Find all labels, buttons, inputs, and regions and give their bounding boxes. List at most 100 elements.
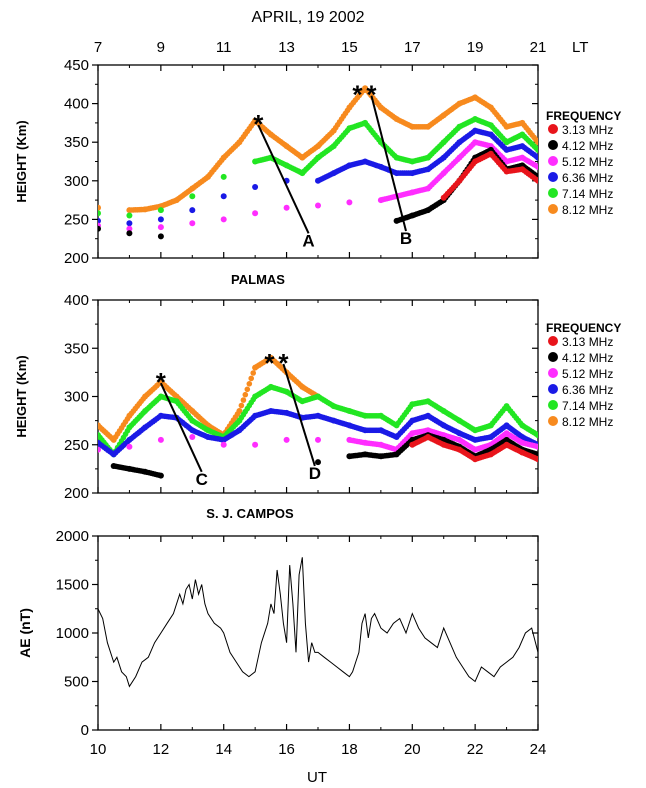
data-point (315, 459, 321, 466)
data-point (157, 207, 164, 214)
data-point (126, 220, 133, 227)
y-tick-label: 2000 (56, 528, 89, 545)
data-point (126, 212, 133, 219)
legend-marker (548, 352, 558, 362)
y-tick-label: 500 (64, 674, 89, 691)
data-point (157, 224, 164, 231)
legend-marker (548, 172, 558, 182)
data-point (98, 446, 101, 453)
y-tick-label: 0 (81, 722, 89, 739)
legend-entry: 5.12 MHz (562, 155, 613, 169)
y-tick-label: 1000 (56, 625, 89, 642)
data-point (157, 436, 164, 443)
data-point (535, 154, 538, 161)
x-axis-label: UT (307, 769, 327, 786)
y-axis-label: HEIGHT (Km) (14, 355, 29, 437)
trace-dot (248, 375, 254, 382)
y-axis-label: AE (nT) (17, 608, 33, 658)
bottom-tick-label: 24 (530, 741, 547, 758)
trace-dot (242, 391, 249, 398)
legend-marker (548, 416, 558, 426)
data-point (189, 220, 196, 227)
frequency-traces (98, 354, 538, 479)
ae-index-panel: 0 500 1000 1500 2000 AE (nT) 10 12 14 16 18 20 22 24 (17, 528, 546, 758)
legend-entry: 5.12 MHz (562, 367, 613, 381)
legend-entry: 3.13 MHz (562, 335, 613, 349)
legend-marker (548, 204, 558, 214)
annotation-label-d: D (309, 464, 321, 483)
y-axis-label: HEIGHT (Km) (14, 120, 29, 202)
data-point (252, 441, 259, 448)
trace-dot (240, 397, 247, 403)
data-point (252, 210, 259, 217)
data-point (535, 139, 538, 146)
top-tick-label: 15 (341, 39, 358, 56)
trace-dot (250, 370, 256, 376)
top-lt-axis: 7 9 11 13 15 17 19 21 (94, 39, 547, 56)
star-marker: * (156, 367, 167, 397)
data-point (220, 173, 227, 180)
data-point (315, 202, 321, 209)
top-tick-label: 7 (94, 39, 102, 56)
trace-dot (238, 402, 245, 409)
trend-line-d (282, 363, 316, 467)
y-tick-label: 200 (64, 485, 89, 502)
y-tick-label: 250 (64, 211, 89, 228)
legend-marker (548, 384, 558, 394)
annotation-label-c: C (196, 470, 208, 489)
y-tick-label: 200 (64, 250, 89, 267)
legend-marker (548, 336, 558, 346)
y-tick-label: 400 (64, 96, 89, 113)
bottom-tick-label: 16 (278, 741, 295, 758)
data-point (157, 216, 164, 223)
data-point (535, 163, 538, 170)
trend-line-a (257, 124, 310, 234)
star-marker: * (352, 80, 363, 110)
plot-frame (97, 535, 539, 731)
data-point (126, 443, 133, 450)
bottom-tick-label: 18 (341, 741, 358, 758)
legend-entry: 7.14 MHz (562, 399, 613, 413)
legend-entry: 6.36 MHz (562, 383, 613, 397)
data-point (157, 233, 164, 240)
star-marker: * (253, 109, 264, 139)
sjcampos-height-panel: 200 250 300 350 400 HEIGHT (Km) * C * D * (14, 292, 539, 502)
y-tick-label: 1500 (56, 577, 89, 594)
data-point (220, 193, 227, 200)
top-tick-label: 17 (404, 39, 421, 56)
y-tick-label: 450 (64, 57, 89, 74)
data-point (535, 443, 538, 450)
palmas-height-panel: 200 250 300 350 400 450 HEIGHT (Km) * A * B * (14, 57, 539, 267)
y-tick-label: 400 (64, 292, 89, 309)
y-tick-label: 300 (64, 389, 89, 406)
data-point (98, 225, 101, 232)
y-tick-label: 350 (64, 340, 89, 357)
data-point (346, 199, 353, 206)
data-point (236, 408, 243, 414)
top-axis-unit-label: LT (572, 39, 588, 56)
legend-entry: 4.12 MHz (562, 351, 613, 365)
bottom-tick-label: 20 (404, 741, 421, 758)
data-point (535, 456, 538, 463)
annotation-label-a: A (302, 231, 314, 250)
legend-marker (548, 156, 558, 166)
data-point (98, 217, 101, 224)
palmas-station-label: PALMAS (231, 272, 285, 287)
sjcampos-station-label: S. J. CAMPOS (206, 506, 294, 521)
legend-entry: 6.36 MHz (562, 171, 613, 185)
legend-entry: 8.12 MHz (562, 415, 613, 429)
legend-title: FREQUENCY (546, 321, 621, 335)
data-point (535, 432, 538, 439)
bottom-tick-label: 10 (90, 741, 107, 758)
data-point (189, 193, 196, 200)
legend-marker (548, 400, 558, 410)
data-point (98, 210, 101, 217)
legend-entry: 3.13 MHz (562, 123, 613, 137)
data-point (535, 177, 538, 184)
top-tick-label: 11 (216, 39, 232, 56)
trend-line-c (159, 382, 203, 473)
legend-entry: 7.14 MHz (562, 187, 613, 201)
bottom-tick-label: 22 (467, 741, 484, 758)
data-point (157, 472, 164, 479)
